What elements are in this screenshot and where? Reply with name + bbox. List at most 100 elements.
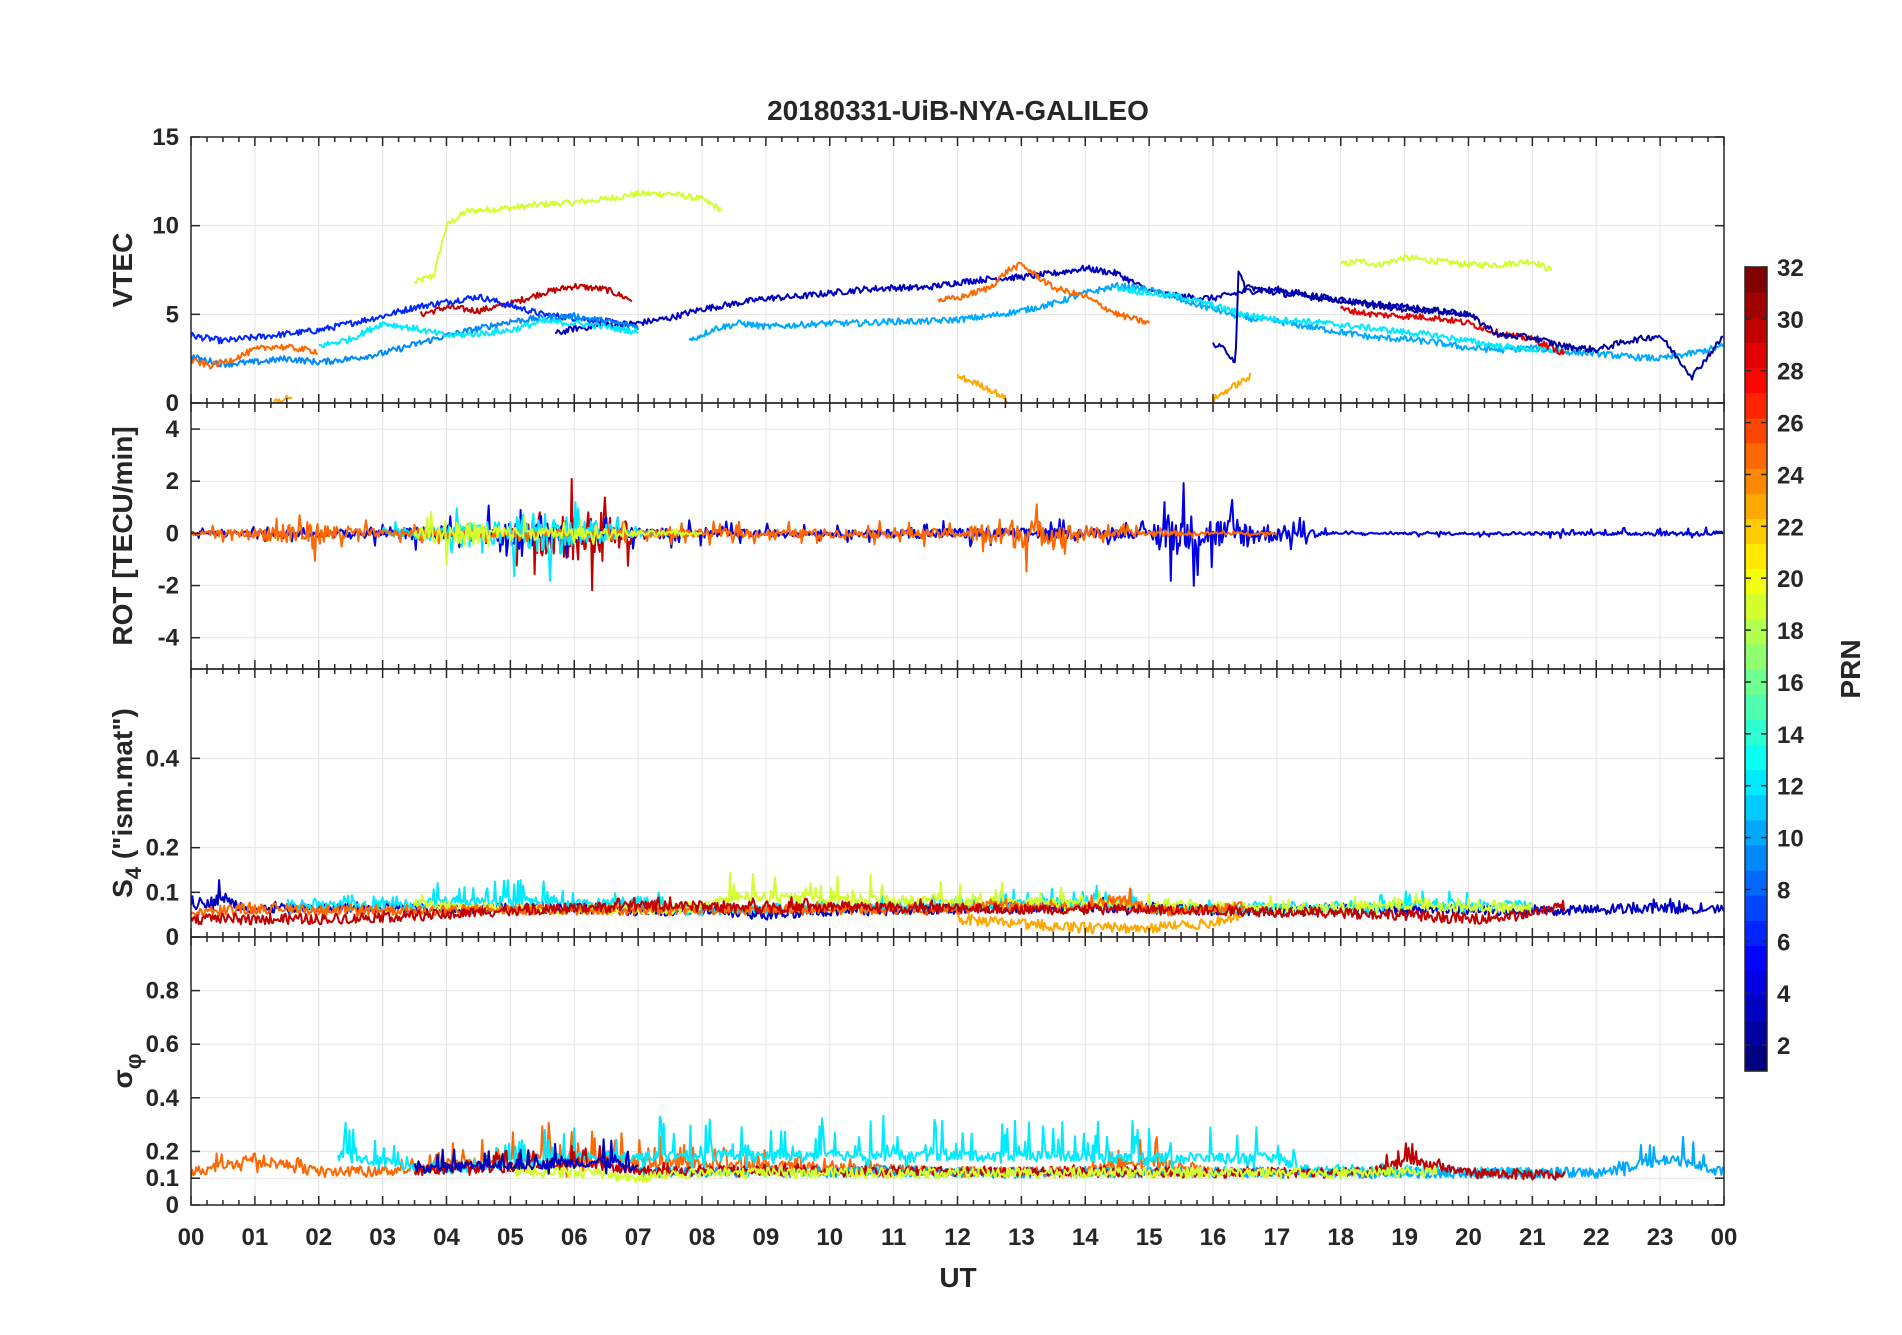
series-vtec-prn-23 — [1212, 372, 1252, 403]
x-tick-label: 13 — [1008, 1224, 1035, 1251]
ticks-sigma-phi — [190, 937, 1725, 1206]
series-vtec-prn-25 — [937, 261, 1150, 325]
colorbar-tick-label: 16 — [1777, 670, 1804, 697]
colorbar-tick-label: 2 — [1777, 1033, 1790, 1060]
colorbar-swatch — [1745, 267, 1767, 293]
panel-s4: 0 0.1 0.2 0.4S4 ("ism.mat") — [107, 668, 1725, 951]
series-vtec-prn-23 — [956, 374, 1010, 403]
x-tick-label: 14 — [1072, 1224, 1099, 1251]
series-s4-prn-23 — [956, 911, 1246, 935]
x-tick-label: 07 — [625, 1224, 652, 1251]
colorbar-swatch — [1745, 543, 1767, 570]
x-tick-label: 08 — [689, 1224, 716, 1251]
y-tick-label-vtec: 15 — [152, 124, 179, 151]
colorbar-tick-label: 28 — [1777, 359, 1804, 386]
y-tick-label-sigma-phi: 0.1 — [146, 1165, 179, 1192]
series-group-vtec — [191, 189, 1724, 403]
colorbar-tick-label: 14 — [1777, 722, 1804, 749]
chart-title: 20180331-UiB-NYA-GALILEO — [767, 95, 1149, 126]
series-vtec-prn-19 — [413, 189, 723, 285]
y-tick-label-vtec: 0 — [166, 390, 179, 417]
y-axis-title-sigma-phi: σφ — [107, 1054, 146, 1089]
colorbar-swatch — [1745, 694, 1767, 720]
x-tick-label: 22 — [1583, 1224, 1610, 1251]
y-tick-label-sigma-phi: 0.2 — [146, 1138, 179, 1165]
colorbar-swatch — [1745, 518, 1767, 544]
x-tick-label: 00 — [178, 1224, 205, 1251]
y-tick-label-sigma-phi: 0 — [166, 1192, 179, 1219]
colorbar-swatch — [1745, 870, 1767, 896]
colorbar-swatch — [1745, 493, 1767, 519]
colorbar-swatch — [1745, 744, 1767, 771]
colorbar-swatch — [1745, 317, 1767, 343]
colorbar-swatch — [1745, 568, 1767, 595]
y-axis-title-rot: ROT [TECU/min] — [107, 426, 138, 645]
colorbar-swatch — [1745, 819, 1767, 846]
y-tick-label-s4: 0.1 — [146, 879, 179, 906]
colorbar: 32 30 28 26 24 22 20 18 16 14 12 10 8 6 4 2 PRN — [1744, 255, 1866, 1072]
x-tick-label: 21 — [1519, 1224, 1546, 1251]
x-tick-label: 15 — [1136, 1224, 1163, 1251]
y-tick-label-rot: -4 — [158, 625, 180, 652]
colorbar-swatch — [1745, 669, 1767, 695]
panel-sigma-phi: 00.10.2 0.4 0.6 0.8 σφ — [107, 936, 1725, 1219]
x-tick-label: 05 — [497, 1224, 524, 1251]
colorbar-tick-label: 24 — [1777, 462, 1804, 489]
x-tick-label: 10 — [816, 1224, 843, 1251]
x-tick-label: 11 — [881, 1224, 906, 1251]
series-group-sigma-phi — [191, 1114, 1724, 1184]
x-tick-label: 06 — [561, 1224, 588, 1251]
series-group-rot — [191, 477, 1724, 592]
series-vtec-prn-3 — [554, 264, 1470, 336]
colorbar-swatch — [1745, 367, 1767, 394]
y-tick-label-s4: 0 — [166, 924, 179, 951]
x-tick-label: 01 — [242, 1224, 269, 1251]
colorbar-swatch — [1745, 417, 1767, 444]
x-tick-label: 19 — [1391, 1224, 1418, 1251]
y-tick-label-sigma-phi: 0.6 — [146, 1031, 179, 1058]
colorbar-swatch — [1745, 895, 1767, 921]
ticks-vtec — [190, 136, 1725, 404]
series-group-s4 — [191, 872, 1724, 935]
colorbar-swatch — [1745, 995, 1767, 1022]
series-vtec-prn-12 — [1116, 284, 1565, 354]
colorbar-swatch — [1745, 769, 1767, 796]
colorbar-swatch — [1745, 468, 1767, 494]
x-tick-labels: 00 01 02 03 04 05 06 07 08 09 10 11 12 13 14 15 16 17 18 19… — [178, 1224, 1738, 1251]
x-tick-label: 09 — [753, 1224, 780, 1251]
y-axis-title-s4: S4 ("ism.mat") — [107, 708, 146, 898]
colorbar-swatch — [1745, 920, 1767, 946]
panel-vtec: 0 5 10 15 VTEC — [107, 124, 1725, 417]
series-sigma-phi-prn-3 — [413, 1138, 639, 1175]
y-tick-label-rot: 0 — [166, 520, 179, 547]
panel-rot: -4 -2 0 2 4 ROT [TECU/min] — [107, 402, 1725, 670]
colorbar-swatch — [1745, 945, 1767, 972]
series-vtec-prn-30 — [419, 282, 633, 318]
colorbar-swatch — [1745, 970, 1767, 997]
colorbar-tick-label: 18 — [1777, 618, 1804, 645]
colorbar-tick-label: 30 — [1777, 307, 1804, 334]
x-tick-label: 04 — [433, 1224, 460, 1251]
colorbar-tick-label: 32 — [1777, 255, 1804, 282]
x-tick-label: 20 — [1455, 1224, 1482, 1251]
colorbar-tick-label: 20 — [1777, 566, 1804, 593]
y-tick-label-vtec: 5 — [166, 301, 179, 328]
colorbar-swatch — [1745, 342, 1767, 369]
y-tick-label-sigma-phi: 0.8 — [146, 978, 179, 1005]
x-tick-label: 00 — [1711, 1224, 1738, 1251]
colorbar-tick-label: 10 — [1777, 826, 1804, 853]
series-sigma-phi-prn-19 — [509, 1162, 1438, 1184]
y-tick-label-rot: 2 — [166, 468, 179, 495]
ticks-rot — [190, 403, 1725, 669]
x-tick-label: 18 — [1327, 1224, 1354, 1251]
x-tick-label: 03 — [369, 1224, 396, 1251]
x-tick-label: 16 — [1200, 1224, 1227, 1251]
y-tick-label-rot: 4 — [166, 416, 180, 443]
colorbar-tick-label: 22 — [1777, 514, 1804, 541]
series-vtec-prn-23 — [273, 394, 293, 403]
colorbar-tick-label: 4 — [1777, 981, 1791, 1008]
colorbar-swatch — [1745, 844, 1767, 871]
ticks-s4 — [190, 669, 1725, 938]
colorbar-swatch — [1745, 392, 1767, 419]
colorbar-tick-label: 6 — [1777, 929, 1790, 956]
